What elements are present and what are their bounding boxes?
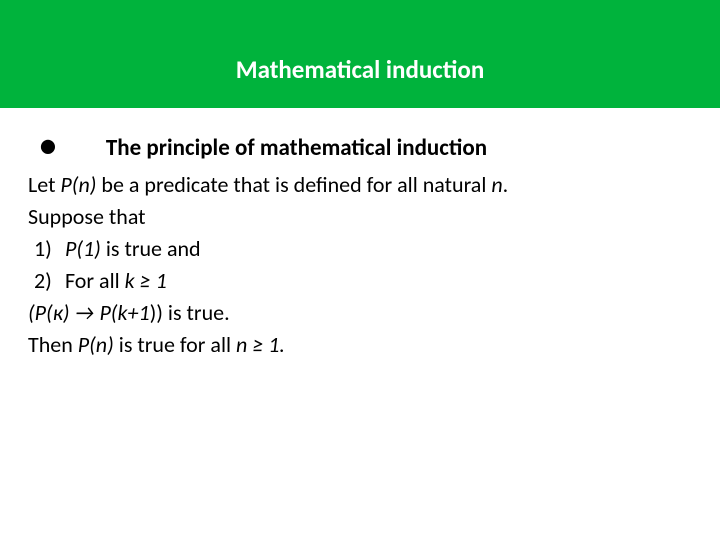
text: For all <box>65 267 125 294</box>
list-item-2: 2) For all k ≥ 1 <box>28 265 692 297</box>
text: is true for all <box>114 331 236 358</box>
slide-title: Mathematical induction <box>236 54 485 85</box>
text-italic: k <box>125 267 135 294</box>
text-italic: P(n) <box>60 171 96 198</box>
text-italic: 1 <box>156 267 167 294</box>
text: )) is true. <box>150 299 230 326</box>
text-italic: n <box>491 171 502 198</box>
title-bar: Mathematical induction <box>0 0 720 108</box>
text: Let <box>28 171 60 198</box>
line-5: (P(к) → P(k+1)) is true. <box>28 297 692 329</box>
text: Then <box>28 331 78 358</box>
line-1: Let P(n) be a predicate that is defined … <box>28 169 692 201</box>
content-area: • The principle of mathematical inductio… <box>0 108 720 361</box>
heading-row: • The principle of mathematical inductio… <box>28 132 692 165</box>
text: is true and <box>101 235 201 262</box>
text-italic: n ≥ 1. <box>236 331 285 358</box>
text: be a predicate that is defined for all n… <box>96 171 491 198</box>
line-2: Suppose that <box>28 201 692 233</box>
line-6: Then P(n) is true for all n ≥ 1. <box>28 329 692 361</box>
text-italic: ≥ <box>135 267 156 294</box>
text-italic: P(1) <box>65 235 101 262</box>
list-number: 1) <box>34 233 60 265</box>
text: . <box>503 171 509 198</box>
bullet-icon: • <box>38 135 58 155</box>
list-item-1: 1) P(1) is true and <box>28 233 692 265</box>
list-number: 2) <box>34 265 60 297</box>
content-heading: The principle of mathematical induction <box>106 132 487 165</box>
text-italic: P(n) <box>78 331 114 358</box>
text-italic: (P(к) → P(k+1 <box>28 299 150 326</box>
